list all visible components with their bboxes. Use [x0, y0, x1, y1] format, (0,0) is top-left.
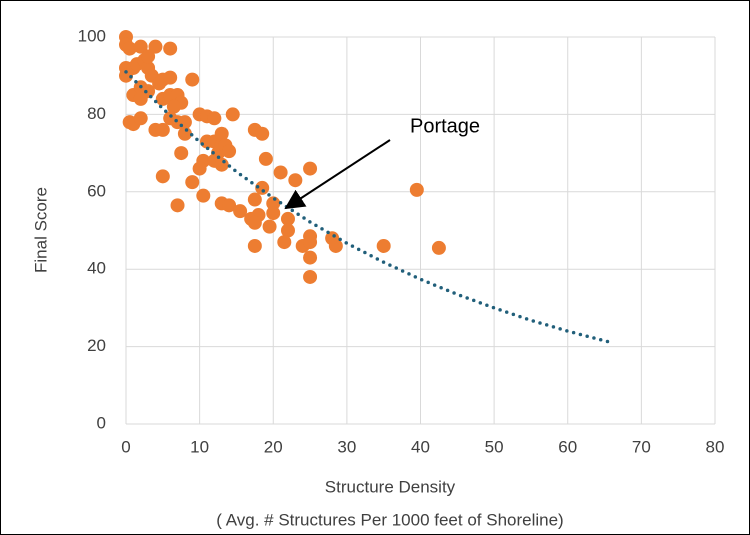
- scatter-point: [222, 144, 237, 159]
- x-tick-label: 10: [190, 437, 209, 456]
- x-tick-label: 0: [121, 437, 130, 456]
- scatter-point: [303, 235, 318, 250]
- y-tick-label: 60: [87, 181, 106, 200]
- scatter-point: [192, 161, 207, 176]
- y-tick-label: 0: [97, 413, 106, 432]
- x-tick-label: 70: [632, 437, 651, 456]
- scatter-point: [185, 72, 200, 87]
- marks: [119, 30, 614, 345]
- scatter-point: [196, 188, 211, 203]
- y-tick-label: 80: [87, 104, 106, 123]
- scatter-point: [233, 204, 248, 219]
- scatter-point: [273, 165, 288, 180]
- scatter-point: [174, 146, 189, 161]
- scatter-point: [431, 240, 446, 255]
- x-axis-sublabel: ( Avg. # Structures Per 1000 feet of Sho…: [216, 510, 563, 529]
- y-axis-label: Final Score: [31, 187, 50, 273]
- scatter-point: [247, 192, 262, 207]
- scatter-point: [280, 223, 295, 238]
- scatter-point: [163, 70, 178, 85]
- scatter-point: [247, 238, 262, 253]
- grid: 0 20 40 60 80 100 0 10 20 30 40 50 60 70 80: [78, 26, 725, 456]
- scatter-point: [214, 126, 229, 141]
- x-tick-label: 80: [706, 437, 725, 456]
- x-tick-label: 60: [558, 437, 577, 456]
- scatter-point: [409, 182, 424, 197]
- scatter-point: [277, 235, 292, 250]
- annotation-arrow: [284, 139, 391, 210]
- scatter-point: [288, 173, 303, 188]
- x-tick-label: 50: [485, 437, 504, 456]
- scatter-point: [170, 198, 185, 213]
- scatter-point: [266, 196, 281, 211]
- scatter-point: [225, 107, 240, 122]
- scatter-point: [214, 157, 229, 172]
- scatter-point: [163, 41, 178, 56]
- scatter-point: [166, 99, 181, 114]
- scatter-point: [133, 111, 148, 126]
- scatter-point: [141, 49, 156, 64]
- x-tick-label: 20: [264, 437, 283, 456]
- scatter-point: [258, 151, 273, 166]
- scatter-point: [133, 91, 148, 106]
- scatter-point: [133, 39, 148, 54]
- scatter-point: [303, 250, 318, 265]
- scatter-point: [148, 39, 163, 54]
- x-axis-label: Structure Density: [325, 477, 456, 496]
- scatter-point: [122, 41, 137, 56]
- scatter-point: [255, 126, 270, 141]
- scatter-point: [247, 215, 262, 230]
- annotation: Portage: [410, 115, 480, 137]
- scatter-point: [376, 238, 391, 253]
- scatter-point: [255, 180, 270, 195]
- scatter-point: [222, 198, 237, 213]
- y-tick-label: 100: [78, 26, 106, 45]
- x-tick-label: 40: [411, 437, 430, 456]
- scatter-point: [303, 161, 318, 176]
- scatter-point: [262, 219, 277, 234]
- scatter-point: [207, 111, 222, 126]
- x-tick-label: 30: [337, 437, 356, 456]
- y-tick-label: 40: [87, 259, 106, 278]
- scatter-point: [280, 211, 295, 226]
- y-tick-label: 20: [87, 336, 106, 355]
- scatter-point: [177, 126, 192, 141]
- scatter-point: [266, 206, 281, 221]
- scatter-point: [328, 238, 343, 253]
- scatter-point: [155, 169, 170, 184]
- scatter-point: [155, 122, 170, 137]
- scatter-point: [303, 269, 318, 284]
- scatter-point: [185, 175, 200, 190]
- trendline: [124, 70, 614, 345]
